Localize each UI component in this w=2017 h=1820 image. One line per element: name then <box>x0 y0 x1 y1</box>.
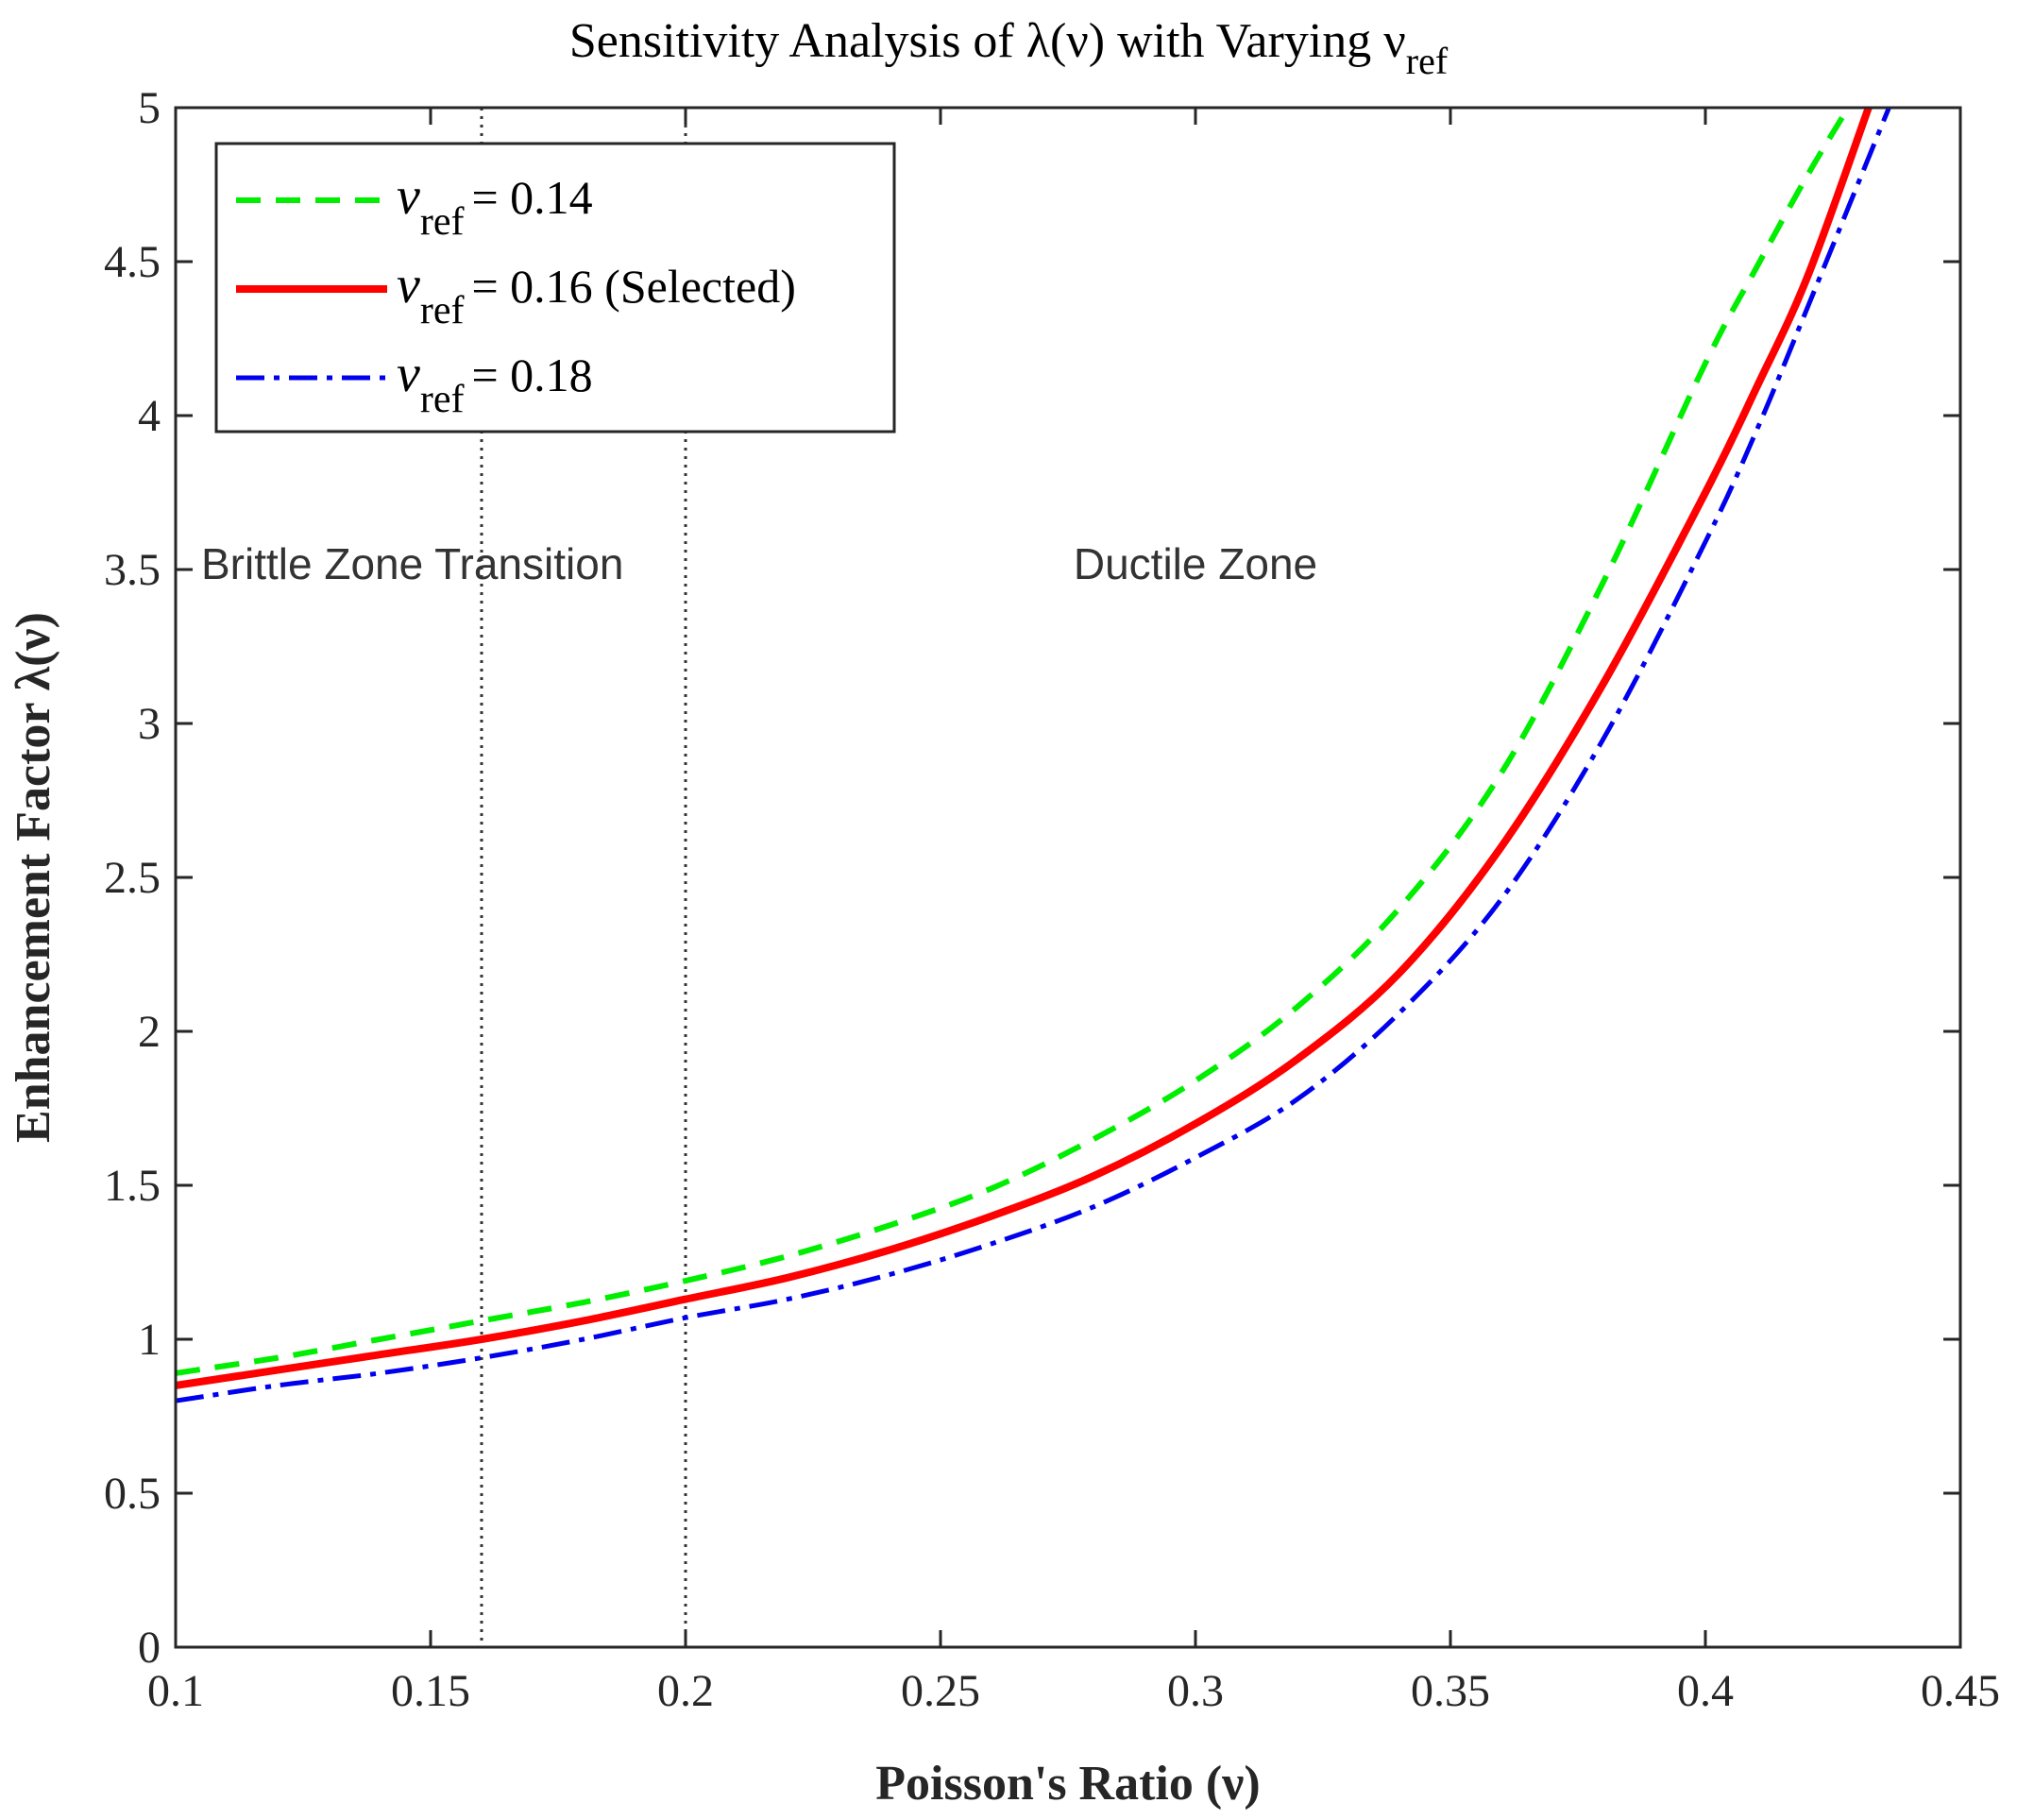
y-tick-label: 0 <box>138 1623 161 1673</box>
axes <box>174 106 1962 1649</box>
y-axis-title: Enhancement Factor λ(ν) <box>7 612 60 1143</box>
x-tick-label: 0.25 <box>901 1666 980 1716</box>
series-line-1 <box>176 108 1873 1389</box>
x-tick-label: 0.3 <box>1167 1666 1224 1716</box>
chart-title-subscript: ref <box>1406 40 1449 82</box>
x-tick-label: 0.15 <box>391 1666 470 1716</box>
x-tick-label: 0.1 <box>147 1666 204 1716</box>
y-tick-label: 3.5 <box>104 545 161 595</box>
y-tick-label: 2.5 <box>104 853 161 903</box>
y-tick-labels: 0 0.5 1 1.5 2 2.5 3 3.5 4 4.5 5 <box>104 83 161 1673</box>
y-tick-label: 4 <box>138 391 161 441</box>
series-line-0 <box>176 108 1851 1376</box>
x-tick-label: 0.45 <box>1921 1666 2000 1716</box>
series-line-2 <box>176 108 1891 1403</box>
chart-title: Sensitivity Analysis of λ(ν) with Varyin… <box>569 14 1449 82</box>
y-tick-label: 5 <box>138 83 161 133</box>
y-tick-label: 0.5 <box>104 1469 161 1519</box>
x-tick-label: 0.35 <box>1411 1666 1490 1716</box>
x-axis-title: Poisson's Ratio (ν) <box>875 1757 1260 1811</box>
legend-label-0: νref = 0.14 <box>397 167 593 244</box>
chart-title-main: Sensitivity Analysis of λ(ν) with Varyin… <box>569 14 1406 68</box>
legend-label-2: νref = 0.18 <box>397 345 593 421</box>
legend: νref = 0.14 νref = 0.16 (Selected) νref = 0.1… <box>214 142 896 434</box>
zone-annotations: Brittle Zone Transition Ductile Zone <box>201 539 1317 588</box>
y-tick-label: 3 <box>138 699 161 749</box>
x-tick-label: 0.2 <box>657 1666 714 1716</box>
y-tick-label: 4.5 <box>104 237 161 287</box>
y-tick-label: 2 <box>138 1007 161 1057</box>
legend-label-1: νref = 0.16 (Selected) <box>397 256 796 332</box>
x-tick-labels: 0.1 0.15 0.2 0.25 0.3 0.35 0.4 0.45 <box>147 1666 2000 1716</box>
zone-label-0: Brittle Zone Transition <box>201 539 623 588</box>
y-tick-label: 1.5 <box>104 1161 161 1211</box>
x-tick-label: 0.4 <box>1677 1666 1734 1716</box>
zone-label-1: Ductile Zone <box>1074 539 1317 588</box>
y-tick-label: 1 <box>138 1315 161 1365</box>
series-layer <box>176 108 1891 1403</box>
